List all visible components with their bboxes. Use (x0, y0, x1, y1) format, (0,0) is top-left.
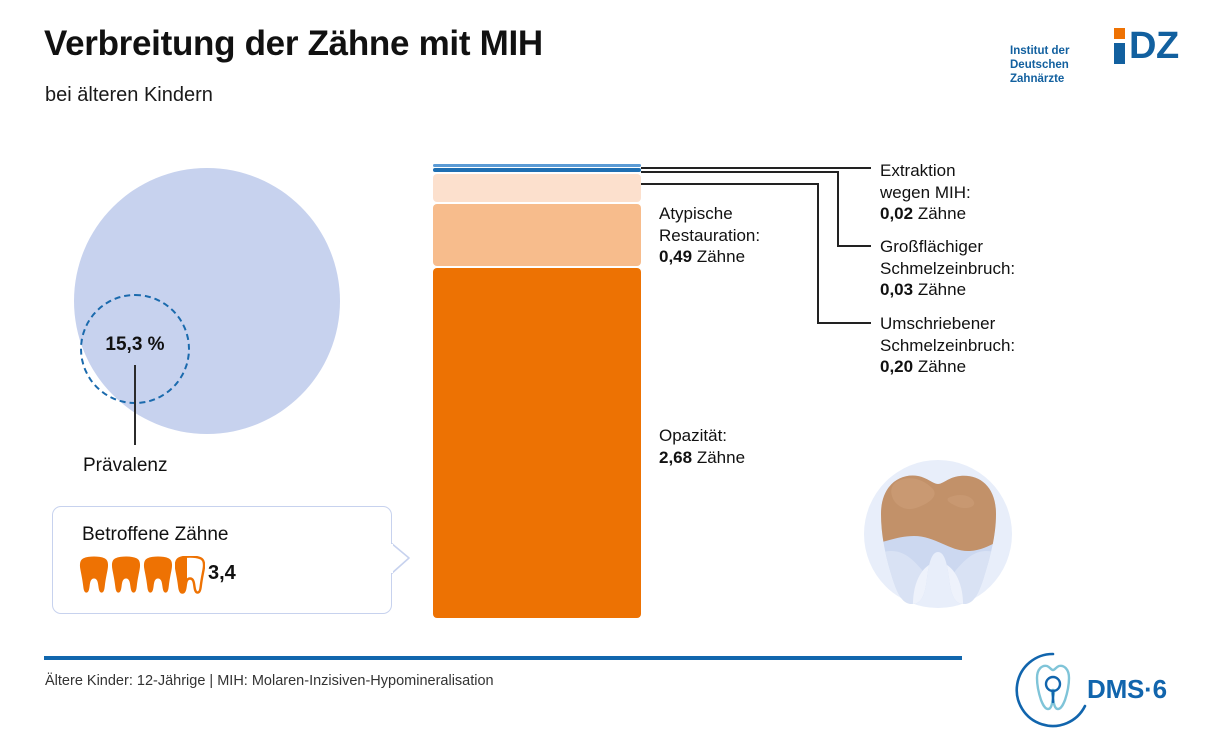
idz-letters-dz: DZ (1129, 25, 1179, 67)
bar-label-atypische-line2: Restauration: (659, 225, 761, 245)
prevalence-leader-line (134, 365, 136, 445)
affected-teeth-value: 3,4 (208, 562, 236, 584)
tooth-icon (79, 556, 109, 593)
bar-label-opazitaet: Opazität: 2,68 Zähne (659, 425, 745, 468)
bar-label-opazitaet-unit: Zähne (696, 447, 746, 467)
leader-line-umschriebener-h2 (817, 322, 871, 324)
leader-line-umschriebener-h1 (641, 183, 819, 185)
leader-line-grossflaechiger-h2 (837, 245, 871, 247)
idz-logo-line1: Institut der (1010, 45, 1070, 57)
tooth-body (881, 475, 996, 605)
idz-logo-line2: Deutschen Zahnärzte (1010, 59, 1069, 85)
bar-label-grossflaechiger-line1: Großflächiger (880, 237, 983, 256)
bar-label-atypische-value-row: 0,49 Zähne (659, 246, 760, 268)
bar-label-extraktion-unit: Zähne (917, 204, 967, 223)
bar-label-atypische-restauration: Atypische Restauration: 0,49 Zähne (659, 203, 760, 268)
bar-label-umschriebener-line1: Umschriebener (880, 314, 996, 333)
idz-logo-mark: DZ (1114, 25, 1179, 68)
bar-label-umschriebener-value: 0,20 (880, 357, 914, 376)
tooth-icon (143, 556, 173, 593)
bar-label-umschriebener-line2: Schmelzeinbruch: (880, 335, 1016, 355)
bar-label-extraktion: Extraktion wegen MIH: 0,02 Zähne (880, 160, 971, 225)
bar-label-atypische-line1: Atypische (659, 204, 733, 223)
bar-segment-atypische-restauration (433, 204, 641, 266)
bar-label-extraktion-line2: wegen MIH: (880, 182, 971, 202)
idz-letter-i-stem (1114, 43, 1125, 64)
idz-logo-subtitle: Institut der Deutschen Zahnärzte (1010, 44, 1118, 86)
bar-label-grossflaechiger-value: 0,03 (880, 280, 914, 299)
bar-segment-grossflaechiger-schmelzeinbruch (433, 168, 641, 172)
prevalence-label: Prävalenz (83, 455, 168, 476)
callout-pointer-icon (391, 542, 410, 575)
idz-logo: Institut der Deutschen Zahnärzte DZ (1010, 27, 1179, 85)
tooth-icon-partial (175, 556, 205, 594)
bar-label-umschriebener-unit: Zähne (917, 357, 967, 376)
affected-teeth-label: Betroffene Zähne (82, 524, 229, 545)
dms6-logo-mark-icon (1015, 652, 1087, 728)
molar-tooth-illustration (864, 460, 1012, 608)
idz-letter-i-icon (1114, 28, 1125, 64)
bar-label-grossflaechiger: Großflächiger Schmelzeinbruch: 0,03 Zähn… (880, 236, 1015, 301)
footer-rule (44, 656, 962, 660)
prevalence-value: 15,3 % (105, 334, 165, 355)
bar-label-opazitaet-line1: Opazität: (659, 426, 728, 445)
bar-label-grossflaechiger-unit: Zähne (917, 280, 967, 299)
affected-teeth-callout-box (52, 506, 392, 614)
bar-segment-opazitaet (433, 268, 641, 618)
tooth-icon (111, 556, 141, 593)
dms6-logo-text: DMS·6 (1087, 674, 1167, 704)
leader-line-grossflaechiger-v (837, 171, 839, 246)
bar-segment-umschriebener-schmelzeinbruch (433, 174, 641, 202)
bar-label-opazitaet-value-row: 2,68 Zähne (659, 447, 745, 469)
leader-line-grossflaechiger-h1 (641, 171, 839, 173)
page-subtitle: bei älteren Kindern (45, 84, 213, 106)
footer-note: Ältere Kinder: 12-Jährige | MIH: Molaren… (45, 673, 494, 689)
leader-line-extraktion (641, 167, 871, 169)
bar-label-extraktion-value: 0,02 (880, 204, 914, 223)
affected-teeth-icon-row (79, 556, 205, 594)
leader-line-umschriebener-v (817, 183, 819, 323)
bar-segment-extraktion (433, 164, 641, 167)
bar-label-grossflaechiger-line2: Schmelzeinbruch: (880, 258, 1016, 278)
bar-label-extraktion-value-row: 0,02 Zähne (880, 203, 971, 225)
dms6-logo: DMS·6 (1013, 648, 1173, 732)
bar-label-atypische-value: 0,49 (659, 247, 693, 266)
bar-label-atypische-unit: Zähne (696, 247, 746, 266)
bar-label-opazitaet-value: 2,68 (659, 447, 693, 467)
idz-letter-i-dot (1114, 28, 1125, 39)
bar-label-extraktion-line1: Extraktion (880, 161, 956, 180)
bar-label-umschriebener: Umschriebener Schmelzeinbruch: 0,20 Zähn… (880, 313, 1015, 378)
bar-label-grossflaechiger-value-row: 0,03 Zähne (880, 279, 1015, 301)
bar-label-umschriebener-value-row: 0,20 Zähne (880, 356, 1015, 378)
page-title: Verbreitung der Zähne mit MIH (44, 24, 543, 63)
